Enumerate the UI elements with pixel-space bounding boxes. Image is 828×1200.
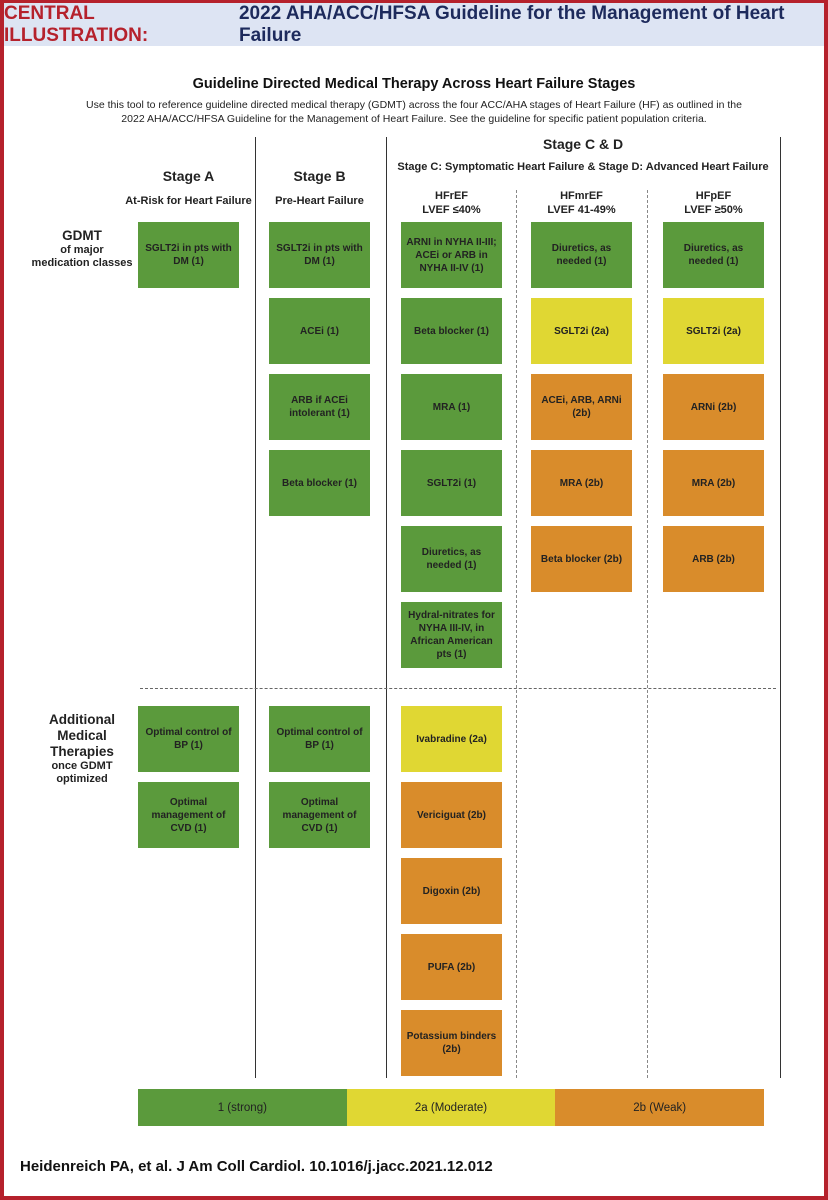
therapy-box: Vericiguat (2b) — [401, 782, 502, 848]
therapy-box: Optimal management of CVD (1) — [138, 782, 239, 848]
therapy-box: SGLT2i in pts with DM (1) — [138, 222, 239, 288]
divider — [780, 137, 781, 1078]
therapy-box: ARB (2b) — [663, 526, 764, 592]
column-title: Stage B — [293, 168, 346, 184]
divider — [255, 137, 256, 1078]
therapy-box: PUFA (2b) — [401, 934, 502, 1000]
legend-item: 2a (Moderate) — [346, 1089, 556, 1126]
legend: 1 (strong) 2a (Moderate) 2b (Weak) — [138, 1089, 765, 1126]
diagram-title: Guideline Directed Medical Therapy Acros… — [192, 76, 636, 92]
therapy-box: Beta blocker (1) — [401, 298, 502, 364]
header-title: 2022 AHA/ACC/HFSA Guideline for the Mana… — [238, 2, 785, 46]
row-label-big: Additional Medical Therapies — [49, 712, 115, 759]
therapy-box: Optimal management of CVD (1) — [269, 782, 370, 848]
therapy-box: Beta blocker (1) — [269, 450, 370, 516]
column-subtitle: LVEF ≥50% — [684, 204, 743, 216]
therapy-box: Optimal control of BP (1) — [138, 706, 239, 772]
column-title: HFmrEF — [560, 190, 603, 202]
dashed-divider — [516, 190, 517, 1078]
column-title: HFrEF — [435, 190, 468, 202]
row-label-small: once GDMT optimized — [51, 760, 113, 785]
column-subtitle: Pre-Heart Failure — [275, 195, 364, 207]
stage-cd-subtitle: Stage C: Symptomatic Heart Failure & Sta… — [397, 161, 769, 173]
section-divider — [140, 688, 776, 689]
divider — [386, 137, 387, 1078]
therapy-box: Potassium binders (2b) — [401, 1010, 502, 1076]
therapy-box: SGLT2i (1) — [401, 450, 502, 516]
therapy-box: Diuretics, as needed (1) — [401, 526, 502, 592]
stage-cd-title: Stage C & D — [542, 136, 624, 152]
column-title: Stage A — [162, 168, 215, 184]
therapy-box: ARNI in NYHA II-III; ACEi or ARB in NYHA… — [401, 222, 502, 288]
therapy-box: ACEi (1) — [269, 298, 370, 364]
column-title: HFpEF — [695, 190, 732, 202]
therapy-box: Beta blocker (2b) — [531, 526, 632, 592]
row-label-small: of major medication classes — [31, 244, 133, 269]
therapy-box: ARB if ACEi intolerant (1) — [269, 374, 370, 440]
therapy-box: Hydral-nitrates for NYHA III-IV, in Afri… — [401, 602, 502, 668]
therapy-box: SGLT2i in pts with DM (1) — [269, 222, 370, 288]
row-label-big: GDMT — [62, 228, 102, 243]
header-banner: CENTRAL ILLUSTRATION: 2022 AHA/ACC/HFSA … — [4, 3, 824, 46]
therapy-box: Ivabradine (2a) — [401, 706, 502, 772]
citation: Heidenreich PA, et al. J Am Coll Cardiol… — [20, 1158, 493, 1175]
therapy-box: Diuretics, as needed (1) — [663, 222, 764, 288]
legend-item: 2b (Weak) — [555, 1089, 765, 1126]
therapy-box: MRA (2b) — [531, 450, 632, 516]
column-subtitle: LVEF ≤40% — [422, 204, 481, 216]
therapy-box: SGLT2i (2a) — [663, 298, 764, 364]
column-subtitle: At-Risk for Heart Failure — [125, 195, 252, 207]
therapy-box: SGLT2i (2a) — [531, 298, 632, 364]
diagram-description: Use this tool to reference guideline dir… — [86, 99, 742, 125]
therapy-box: ACEi, ARB, ARNi (2b) — [531, 374, 632, 440]
row-label-gdmt: GDMT of major medication classes — [30, 228, 134, 270]
therapy-box: Digoxin (2b) — [401, 858, 502, 924]
column-subtitle: LVEF 41-49% — [547, 204, 616, 216]
row-label-additional: Additional Medical Therapies once GDMT o… — [30, 712, 134, 786]
therapy-box: Diuretics, as needed (1) — [531, 222, 632, 288]
therapy-box: ARNi (2b) — [663, 374, 764, 440]
therapy-box: MRA (1) — [401, 374, 502, 440]
therapy-box: Optimal control of BP (1) — [269, 706, 370, 772]
header-label: CENTRAL ILLUSTRATION: — [4, 2, 149, 46]
therapy-box: MRA (2b) — [663, 450, 764, 516]
dashed-divider — [647, 190, 648, 1078]
legend-item: 1 (strong) — [138, 1089, 347, 1126]
